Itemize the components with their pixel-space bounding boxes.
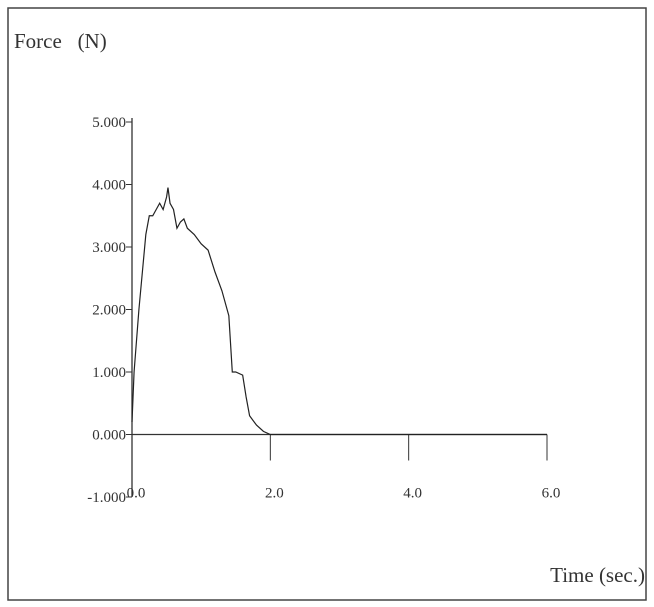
- frame: [7, 7, 647, 601]
- x-tick-label: 2.0: [265, 486, 284, 502]
- data-line: [131, 187, 547, 436]
- x-tick-label: 4.0: [403, 486, 422, 502]
- y-tick-label: 3.000: [92, 240, 126, 256]
- y-tick-label: 2.000: [92, 303, 126, 319]
- y-tick-label: 1.000: [92, 365, 126, 381]
- x-axis-title: Time (sec.): [550, 563, 645, 587]
- y-tick-label: -1.000: [87, 490, 126, 506]
- y-tick-label: 5.000: [92, 115, 126, 131]
- x-tick-label: 6.0: [542, 486, 561, 502]
- y-tick-label: 0.000: [92, 428, 126, 444]
- y-axis-title: Force (N): [14, 29, 107, 53]
- y-tick-label: 4.000: [92, 178, 126, 194]
- x-tick-label: 0.0: [127, 486, 146, 502]
